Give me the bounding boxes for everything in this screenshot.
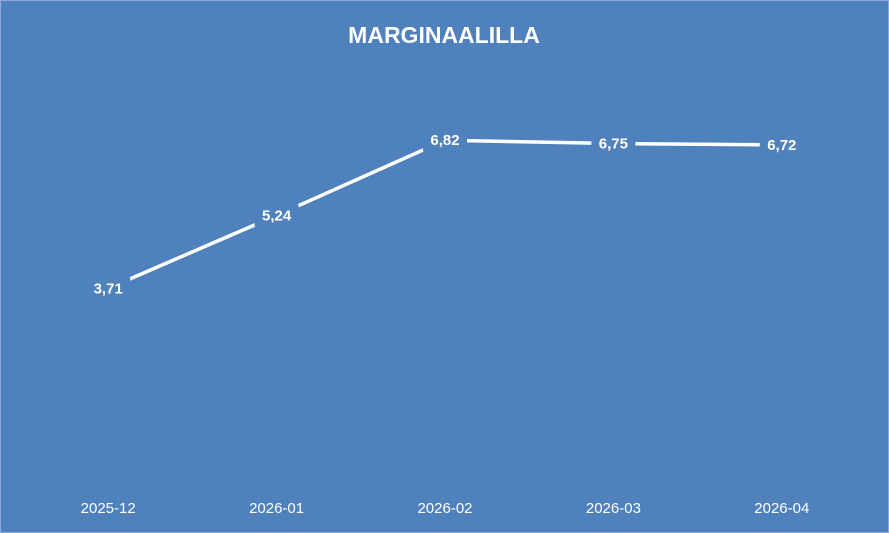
chart-title: MARGINAALILLA (348, 22, 540, 48)
label-background (423, 129, 467, 152)
data-label: 6,82 (430, 132, 459, 149)
x-tick-label: 2026-04 (754, 500, 809, 517)
x-tick-label: 2025-12 (81, 500, 136, 517)
data-label: 6,75 (599, 136, 628, 153)
label-background (86, 277, 131, 300)
data-label: 5,24 (262, 207, 292, 224)
data-label: 3,71 (94, 280, 123, 297)
x-tick-label: 2026-02 (417, 500, 472, 517)
data-label: 6,72 (767, 137, 796, 154)
label-background (759, 133, 804, 156)
label-background (254, 204, 299, 227)
x-tick-label: 2026-03 (586, 500, 641, 517)
label-background (591, 132, 636, 155)
x-tick-label: 2026-01 (249, 500, 304, 517)
